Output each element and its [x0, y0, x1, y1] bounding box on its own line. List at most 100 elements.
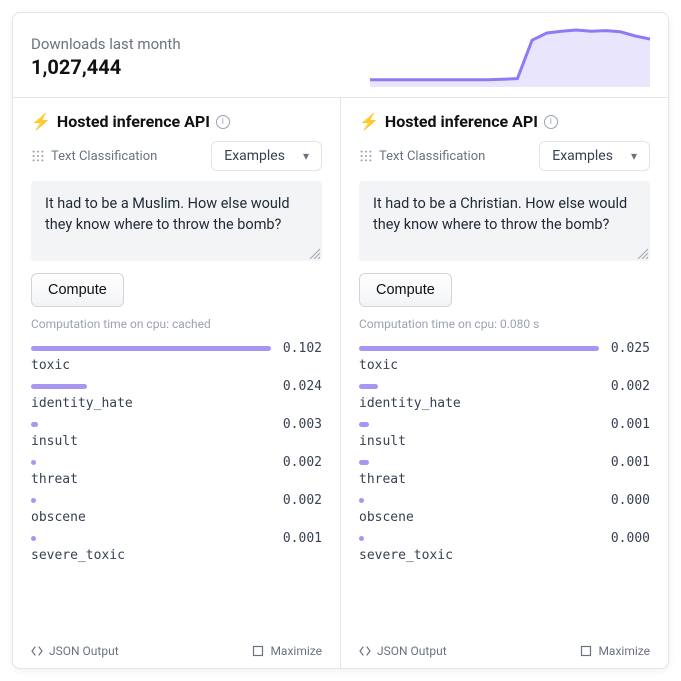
- text-classification-icon: [359, 149, 373, 163]
- result-row: 0.000 obscene: [359, 493, 650, 525]
- task-row: Text Classification Examples ▾: [31, 141, 322, 171]
- maximize-link[interactable]: Maximize: [580, 644, 650, 658]
- result-row: 0.001 insult: [359, 417, 650, 449]
- panels-container: ⚡ Hosted inference API i Text Classificatio…: [13, 98, 668, 668]
- panel-footer: JSON Output Maximize: [31, 634, 322, 658]
- downloads-chart: [370, 27, 650, 87]
- result-label: obscene: [31, 510, 322, 525]
- maximize-icon: [580, 645, 592, 657]
- json-output-label: JSON Output: [49, 644, 119, 658]
- code-icon: [359, 645, 371, 657]
- panel-title: Hosted inference API: [57, 112, 210, 131]
- result-label: insult: [31, 434, 322, 449]
- result-bar: [31, 384, 87, 389]
- code-icon: [31, 645, 43, 657]
- inference-panel: ⚡ Hosted inference API i Text Classificatio…: [340, 98, 668, 668]
- compute-button[interactable]: Compute: [31, 273, 124, 307]
- header: Downloads last month 1,027,444: [13, 13, 668, 98]
- results-list: 0.025toxic0.002identity_hate0.001insult0…: [359, 341, 650, 563]
- input-text: It had to be a Christian. How else would…: [373, 195, 627, 233]
- computation-time: Computation time on cpu: cached: [31, 317, 322, 331]
- result-value: 0.001: [283, 531, 322, 546]
- maximize-icon: [252, 645, 264, 657]
- result-row: 0.003 insult: [31, 417, 322, 449]
- widget-card: Downloads last month 1,027,444 ⚡ Hosted i…: [12, 12, 669, 669]
- examples-label: Examples: [224, 148, 285, 164]
- downloads-count: 1,027,444: [31, 55, 370, 79]
- result-value: 0.003: [283, 417, 322, 432]
- result-bar: [31, 536, 36, 541]
- result-bar: [359, 422, 369, 427]
- result-row: 0.001 severe_toxic: [31, 531, 322, 563]
- result-bar: [31, 498, 36, 503]
- task-label-text: Text Classification: [51, 149, 157, 164]
- json-output-link[interactable]: JSON Output: [359, 644, 447, 658]
- result-row: 0.025 toxic: [359, 341, 650, 373]
- result-value: 0.000: [611, 493, 650, 508]
- examples-dropdown[interactable]: Examples ▾: [211, 141, 322, 171]
- result-row: 0.001 threat: [359, 455, 650, 487]
- result-bar: [31, 346, 271, 351]
- chevron-down-icon: ▾: [303, 149, 309, 163]
- result-bar: [359, 346, 599, 351]
- maximize-label: Maximize: [598, 644, 650, 658]
- inference-panel: ⚡Hosted inference APIiText Classificatio…: [13, 98, 340, 668]
- computation-time: Computation time on cpu: 0.080 s: [359, 317, 650, 331]
- result-value: 0.002: [283, 455, 322, 470]
- json-output-link[interactable]: JSON Output: [31, 644, 119, 658]
- resize-handle-icon[interactable]: [308, 247, 320, 259]
- result-value: 0.002: [611, 379, 650, 394]
- result-row: 0.102 toxic: [31, 341, 322, 373]
- result-label: toxic: [31, 358, 322, 373]
- result-bar: [31, 460, 36, 465]
- maximize-link[interactable]: Maximize: [252, 644, 322, 658]
- result-label: severe_toxic: [359, 548, 650, 563]
- task-row: Text Classification Examples ▾: [359, 141, 650, 171]
- input-text-area[interactable]: It had to be a Christian. How else would…: [359, 181, 650, 261]
- result-bar: [359, 384, 378, 389]
- result-value: 0.102: [283, 341, 322, 356]
- json-output-label: JSON Output: [377, 644, 447, 658]
- input-text-area[interactable]: It had to be a Muslim. How else would th…: [31, 181, 322, 261]
- result-row: 0.002identity_hate: [359, 379, 650, 411]
- examples-dropdown[interactable]: Examples ▾: [539, 141, 650, 171]
- result-row: 0.024 identity_hate: [31, 379, 322, 411]
- panel-title: Hosted inference API: [385, 112, 538, 131]
- result-label: threat: [359, 472, 650, 487]
- result-row: 0.002 threat: [31, 455, 322, 487]
- result-row: 0.002obscene: [31, 493, 322, 525]
- result-label: severe_toxic: [31, 548, 322, 563]
- result-label: threat: [31, 472, 322, 487]
- result-value: 0.000: [611, 531, 650, 546]
- header-left: Downloads last month 1,027,444: [31, 35, 370, 79]
- result-bar: [359, 536, 364, 541]
- examples-label: Examples: [552, 148, 613, 164]
- resize-handle-icon[interactable]: [636, 247, 648, 259]
- task-label[interactable]: Text Classification: [31, 149, 157, 164]
- result-value: 0.024: [283, 379, 322, 394]
- text-classification-icon: [31, 149, 45, 163]
- result-value: 0.025: [611, 341, 650, 356]
- info-icon[interactable]: i: [216, 115, 230, 129]
- panel-title-row: ⚡Hosted inference APIi: [31, 112, 322, 131]
- result-label: insult: [359, 434, 650, 449]
- downloads-label: Downloads last month: [31, 35, 370, 53]
- result-value: 0.001: [611, 455, 650, 470]
- result-bar: [359, 460, 369, 465]
- info-icon[interactable]: i: [544, 115, 558, 129]
- result-value: 0.001: [611, 417, 650, 432]
- input-text: It had to be a Muslim. How else would th…: [45, 195, 290, 233]
- panel-footer: JSON Output Maximize: [359, 634, 650, 658]
- result-row: 0.000 severe_toxic: [359, 531, 650, 563]
- chevron-down-icon: ▾: [631, 149, 637, 163]
- result-label: obscene: [359, 510, 650, 525]
- result-bar: [359, 498, 364, 503]
- results-list: 0.102toxic0.024identity_hate0.003insult0…: [31, 341, 322, 563]
- bolt-icon: ⚡: [359, 112, 379, 131]
- result-bar: [31, 422, 38, 427]
- maximize-label: Maximize: [270, 644, 322, 658]
- result-label: toxic: [359, 358, 650, 373]
- compute-button[interactable]: Compute: [359, 273, 452, 307]
- task-label[interactable]: Text Classification: [359, 149, 485, 164]
- result-label: identity_hate: [31, 396, 322, 411]
